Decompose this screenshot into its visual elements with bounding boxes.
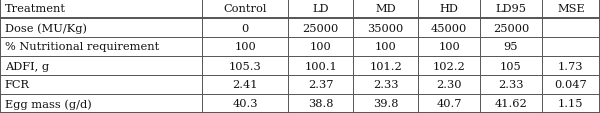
Text: 38.8: 38.8 [308, 99, 334, 109]
Text: 40.3: 40.3 [232, 99, 258, 109]
Text: 0.047: 0.047 [554, 80, 587, 90]
Text: 100.1: 100.1 [304, 61, 337, 71]
Text: 100: 100 [310, 42, 331, 52]
Text: % Nutritional requirement: % Nutritional requirement [5, 42, 159, 52]
Text: 95: 95 [503, 42, 518, 52]
Text: LD: LD [313, 4, 329, 14]
Bar [542, 94, 600, 113]
Text: 40.7: 40.7 [436, 99, 462, 109]
Text: 0: 0 [242, 23, 249, 33]
Text: Treatment: Treatment [5, 4, 66, 14]
Text: 1.73: 1.73 [558, 61, 584, 71]
Text: 35000: 35000 [368, 23, 404, 33]
Text: 45000: 45000 [431, 23, 467, 33]
Text: ADFI, g: ADFI, g [5, 61, 49, 71]
Text: FCR: FCR [5, 80, 30, 90]
Bar [542, 0, 600, 19]
Text: 39.8: 39.8 [373, 99, 398, 109]
Text: 100: 100 [375, 42, 397, 52]
Text: Control: Control [223, 4, 267, 14]
Text: 100: 100 [234, 42, 256, 52]
Text: Egg mass (g/d): Egg mass (g/d) [5, 98, 92, 109]
Text: 105: 105 [500, 61, 522, 71]
Text: 100: 100 [438, 42, 460, 52]
Text: 2.41: 2.41 [232, 80, 258, 90]
Text: LD95: LD95 [496, 4, 526, 14]
Text: 105.3: 105.3 [229, 61, 262, 71]
Bar [542, 38, 600, 56]
Bar [542, 56, 600, 75]
Text: 2.30: 2.30 [436, 80, 462, 90]
Text: 2.37: 2.37 [308, 80, 334, 90]
Text: MD: MD [376, 4, 396, 14]
Text: 102.2: 102.2 [433, 61, 466, 71]
Text: 2.33: 2.33 [498, 80, 524, 90]
Bar [542, 19, 600, 38]
Text: 41.62: 41.62 [494, 99, 527, 109]
Text: 25000: 25000 [302, 23, 338, 33]
Text: Dose (MU/Kg): Dose (MU/Kg) [5, 23, 87, 33]
Text: 25000: 25000 [493, 23, 529, 33]
Text: 1.15: 1.15 [558, 99, 584, 109]
Bar [542, 75, 600, 94]
Text: MSE: MSE [557, 4, 584, 14]
Text: 101.2: 101.2 [370, 61, 402, 71]
Text: 2.33: 2.33 [373, 80, 398, 90]
Text: HD: HD [440, 4, 458, 14]
